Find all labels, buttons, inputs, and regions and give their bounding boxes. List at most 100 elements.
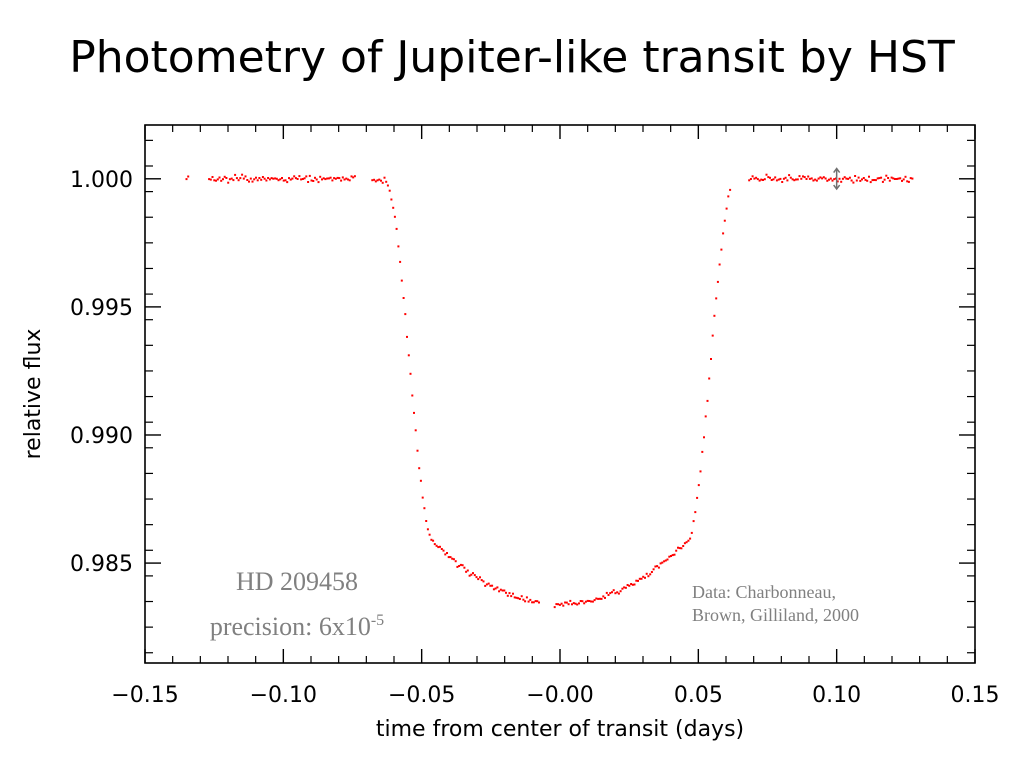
data-point	[211, 176, 214, 178]
data-point	[902, 178, 905, 181]
data-point	[765, 173, 768, 176]
data-point	[640, 577, 643, 580]
data-point	[326, 177, 329, 180]
data-point	[508, 592, 511, 595]
data-point	[607, 594, 610, 596]
data-point	[220, 179, 223, 182]
data-point	[279, 178, 282, 181]
data-point	[418, 467, 421, 470]
data-point	[802, 175, 804, 178]
data-point	[666, 558, 669, 561]
data-point	[857, 176, 860, 179]
data-point	[609, 592, 612, 595]
axis-ticks	[144, 125, 976, 663]
data-point	[532, 601, 535, 604]
data-point	[411, 394, 414, 397]
data-point	[452, 558, 455, 561]
data-point	[468, 574, 471, 577]
data-point	[654, 565, 657, 568]
data-point	[690, 531, 693, 534]
data-point	[225, 177, 228, 179]
data-point	[215, 179, 217, 182]
data-point	[789, 176, 792, 179]
data-point	[301, 178, 304, 180]
data-point	[456, 565, 459, 568]
data-point	[555, 603, 558, 606]
data-point	[383, 176, 386, 179]
data-point	[673, 553, 676, 556]
data-point	[482, 580, 485, 583]
data-point	[237, 179, 240, 182]
data-point	[871, 179, 874, 182]
data-point	[260, 178, 263, 181]
data-point	[616, 591, 619, 594]
data-point	[845, 177, 848, 180]
data-point	[413, 411, 415, 414]
data-point	[444, 553, 447, 556]
axis-tick-labels: −0.15 −0.10 −0.05 −0.00 0.05 0.10 0.15 0.985 0.9…	[70, 168, 999, 708]
data-point	[781, 181, 784, 183]
data-point	[716, 280, 719, 283]
precision-text: precision: 6x10	[210, 612, 371, 641]
data-point	[246, 179, 249, 181]
data-point	[270, 177, 273, 180]
data-point	[812, 179, 815, 182]
data-point	[906, 180, 909, 183]
data-point	[683, 542, 686, 545]
data-point	[298, 175, 301, 178]
data-point	[565, 601, 568, 604]
data-point	[883, 178, 886, 181]
data-point	[459, 563, 462, 566]
data-point	[826, 179, 829, 182]
data-point	[605, 591, 608, 594]
data-point	[520, 595, 523, 598]
data-point	[800, 177, 803, 180]
x-tick-label: 0.05	[674, 683, 723, 708]
data-point	[512, 592, 514, 595]
data-point	[590, 600, 593, 603]
data-point	[492, 588, 495, 591]
data-point	[564, 601, 567, 604]
data-point	[321, 178, 323, 181]
data-point	[348, 179, 351, 182]
data-point	[485, 583, 488, 586]
data-point	[855, 179, 858, 182]
data-point	[437, 546, 440, 549]
data-point	[756, 178, 759, 181]
data-point	[465, 570, 468, 573]
data-point	[376, 179, 379, 182]
data-point	[704, 415, 707, 418]
data-point	[644, 576, 646, 579]
data-point	[715, 297, 718, 300]
data-point	[312, 180, 315, 182]
data-point	[614, 592, 617, 595]
data-point	[487, 582, 490, 585]
data-point	[499, 588, 502, 591]
data-point	[388, 189, 391, 192]
data-point	[409, 372, 412, 375]
data-point	[894, 178, 896, 180]
data-point	[650, 571, 653, 573]
data-point	[597, 597, 600, 600]
data-point	[433, 543, 436, 546]
data-point	[824, 177, 827, 180]
data-point	[701, 450, 704, 453]
data-point	[866, 179, 869, 182]
data-point	[463, 566, 466, 569]
data-point	[249, 177, 252, 180]
data-point	[222, 178, 224, 181]
data-point	[909, 177, 912, 180]
data-point	[588, 600, 591, 602]
data-point	[770, 179, 773, 181]
data-point	[395, 227, 398, 230]
x-tick-label: −0.15	[111, 683, 178, 708]
data-point	[484, 584, 487, 587]
data-point	[642, 575, 645, 578]
data-point	[223, 175, 226, 178]
data-point	[598, 597, 601, 600]
data-point	[291, 177, 294, 180]
data-point	[230, 177, 233, 180]
data-point	[527, 600, 530, 603]
data-point	[786, 179, 789, 182]
data-point	[873, 179, 876, 181]
